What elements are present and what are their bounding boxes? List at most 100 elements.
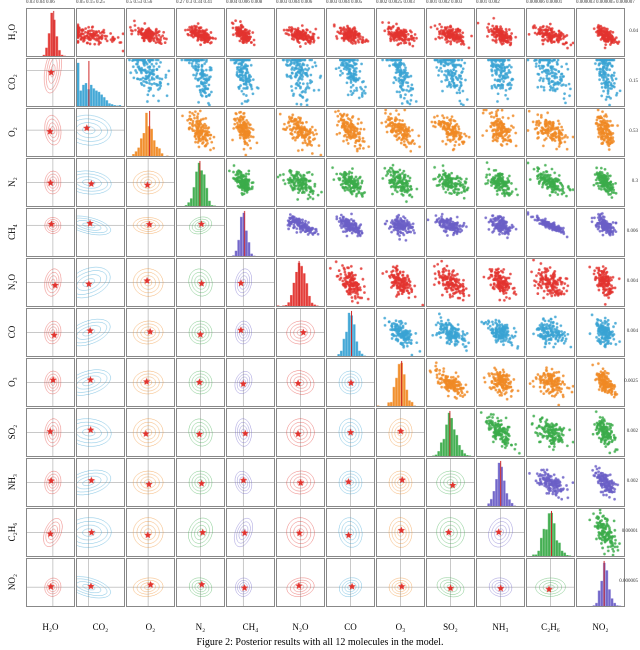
scatter-cell [376,308,425,357]
scatter-cell [526,108,575,157]
row-label: C₂H₆ [7,520,17,544]
scatter-cell [526,258,575,307]
right-tick-labels: 0.002 [627,479,638,484]
right-tick-labels: 0.15 [629,79,638,84]
contour-cell [126,458,175,507]
diag-hist-cell [426,408,475,457]
contour-cell [326,458,375,507]
scatter-cell [426,108,475,157]
scatter-cell [276,208,325,257]
scatter-cell [426,158,475,207]
scatter-cell [126,58,175,107]
right-tick-labels: 0.3 [632,179,638,184]
contour-cell [226,408,275,457]
contour-cell [276,458,325,507]
scatter-cell [376,158,425,207]
scatter-cell [476,308,525,357]
scatter-cell [376,58,425,107]
contour-cell [26,358,75,407]
top-tick-labels: 0.05 0.15 0.25 [76,0,125,5]
contour-cell [276,558,325,607]
contour-cell [526,558,575,607]
scatter-cell [126,8,175,57]
contour-cell [76,508,125,557]
contour-cell [326,358,375,407]
top-tick-labels: 0.5 0.53 0.56 [126,0,175,5]
contour-cell [76,258,125,307]
col-label: CO [326,622,375,632]
scatter-cell [476,8,525,57]
contour-cell [26,408,75,457]
contour-cell [176,208,225,257]
right-tick-labels: 0.004 [627,329,638,334]
row-label: CO [7,320,17,344]
contour-cell [476,558,525,607]
col-label: H₂O [26,622,75,632]
scatter-cell [426,58,475,107]
contour-cell [76,108,125,157]
contour-cell [26,308,75,357]
contour-cell [76,408,125,457]
top-tick-labels: 0.003 0.004 0.006 [276,0,325,5]
contour-cell [126,558,175,607]
scatter-cell [576,8,625,57]
contour-cell [426,508,475,557]
col-label: SO₂ [426,622,475,632]
col-label: O₃ [376,622,425,632]
right-tick-labels: 0.04 [629,29,638,34]
contour-cell [176,458,225,507]
contour-cell [26,208,75,257]
scatter-cell [526,208,575,257]
top-tick-labels: 0.002 0.0025 0.003 [376,0,425,5]
right-tick-labels: 0.00001 [622,529,638,534]
row-label: H₂O [7,20,17,44]
contour-cell [76,358,125,407]
top-tick-labels: 0.001 0.002 0.003 [426,0,475,5]
row-label: NO₂ [7,570,17,594]
diag-hist-cell [26,8,75,57]
scatter-cell [526,58,575,107]
scatter-cell [326,8,375,57]
contour-cell [476,508,525,557]
diag-hist-cell [326,308,375,357]
right-tick-labels: 0.53 [629,129,638,134]
scatter-cell [476,258,525,307]
contour-cell [76,458,125,507]
scatter-cell [226,158,275,207]
row-label: CH₄ [7,220,17,244]
scatter-cell [276,108,325,157]
col-label: N₂ [176,622,225,632]
scatter-cell [376,258,425,307]
contour-cell [176,258,225,307]
scatter-cell [526,408,575,457]
contour-cell [376,458,425,507]
row-label: O₂ [7,120,17,144]
diag-hist-cell [76,58,125,107]
row-label: SO₂ [7,420,17,444]
scatter-cell [376,108,425,157]
contour-cell [226,558,275,607]
scatter-cell [526,8,575,57]
top-tick-labels: 0.003 0.004 0.005 [326,0,375,5]
col-label: O₂ [126,622,175,632]
top-tick-labels: 0.27 0.3 0.34 0.41 [176,0,225,5]
row-label: O₃ [7,370,17,394]
scatter-cell [576,358,625,407]
diag-hist-cell [476,458,525,507]
scatter-cell [426,208,475,257]
figure-caption: Figure 2: Posterior results with all 12 … [0,637,640,648]
contour-cell [276,308,325,357]
diag-hist-cell [526,508,575,557]
scatter-cell [326,258,375,307]
scatter-cell [76,8,125,57]
top-tick-labels: 0.001 0.002 [476,0,525,5]
contour-cell [26,508,75,557]
diag-hist-cell [376,358,425,407]
scatter-cell [576,208,625,257]
scatter-cell [326,158,375,207]
col-label: N₂O [276,622,325,632]
row-label: NH₃ [7,470,17,494]
scatter-cell [276,8,325,57]
right-tick-labels: 0.006 [627,229,638,234]
contour-cell [76,308,125,357]
